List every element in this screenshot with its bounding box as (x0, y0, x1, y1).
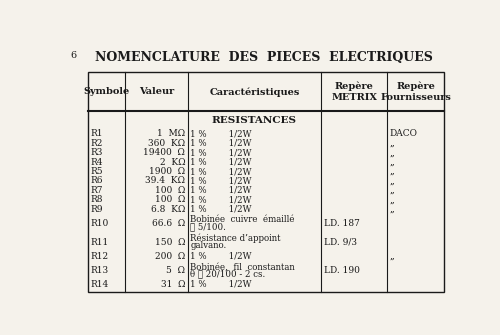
Text: 19400  Ω: 19400 Ω (144, 148, 185, 157)
Text: 5  Ω: 5 Ω (166, 266, 185, 275)
Text: „: „ (390, 148, 394, 157)
Text: 1 %        1/2W: 1 % 1/2W (190, 139, 252, 148)
Text: R10: R10 (91, 219, 109, 228)
Text: R4: R4 (91, 158, 104, 166)
Text: NOMENCLATURE  DES  PIECES  ELECTRIQUES: NOMENCLATURE DES PIECES ELECTRIQUES (95, 51, 433, 64)
Text: Symbole: Symbole (84, 87, 130, 96)
Text: „: „ (390, 177, 394, 186)
Text: 100  Ω: 100 Ω (155, 186, 185, 195)
Text: 66.6  Ω: 66.6 Ω (152, 219, 185, 228)
Text: 2  KΩ: 2 KΩ (160, 158, 185, 166)
Text: LD. 9/3: LD. 9/3 (324, 238, 356, 247)
Text: 1 %        1/2W: 1 % 1/2W (190, 280, 252, 289)
Text: R2: R2 (91, 139, 103, 148)
Text: „: „ (390, 195, 394, 204)
Text: R7: R7 (91, 186, 104, 195)
Text: „: „ (390, 252, 394, 261)
Text: Résistance d’appoint: Résistance d’appoint (190, 234, 280, 243)
Text: DACO: DACO (390, 129, 417, 138)
Text: „: „ (390, 167, 394, 176)
Text: 1 %        1/2W: 1 % 1/2W (190, 205, 252, 214)
Text: 1 %        1/2W: 1 % 1/2W (190, 177, 252, 186)
Text: LD. 187: LD. 187 (324, 219, 360, 228)
Bar (88, 72, 444, 292)
Text: R1: R1 (91, 129, 104, 138)
Text: „: „ (390, 139, 394, 148)
Text: R3: R3 (91, 148, 103, 157)
Text: Bobinée,  fil  constantan: Bobinée, fil constantan (190, 262, 295, 271)
Text: R13: R13 (91, 266, 109, 275)
Text: R12: R12 (91, 252, 109, 261)
Text: „: „ (390, 158, 394, 166)
Text: 6: 6 (70, 51, 76, 60)
Text: galvano.: galvano. (190, 241, 226, 250)
Text: R11: R11 (91, 238, 109, 247)
Text: Valeur: Valeur (138, 87, 174, 96)
Text: „: „ (390, 186, 394, 195)
Text: R8: R8 (91, 195, 104, 204)
Text: 1900  Ω: 1900 Ω (149, 167, 185, 176)
Text: RESISTANCES: RESISTANCES (212, 116, 297, 125)
Text: 200  Ω: 200 Ω (155, 252, 185, 261)
Text: ∅ 5/100.: ∅ 5/100. (190, 222, 226, 231)
Text: 100  Ω: 100 Ω (155, 195, 185, 204)
Text: 1 %        1/2W: 1 % 1/2W (190, 167, 252, 176)
Text: 1  MΩ: 1 MΩ (157, 129, 185, 138)
Text: 39.4  KΩ: 39.4 KΩ (145, 177, 185, 186)
Text: Repère
METRIX: Repère METRIX (331, 81, 377, 103)
Text: 31  Ω: 31 Ω (160, 280, 185, 289)
Text: 1 %        1/2W: 1 % 1/2W (190, 252, 252, 261)
Text: Bobinée  cuivre  émaillé: Bobinée cuivre émaillé (190, 215, 294, 224)
Text: LD. 190: LD. 190 (324, 266, 360, 275)
Text: Caractéristiques: Caractéristiques (209, 87, 300, 96)
Text: 1 %        1/2W: 1 % 1/2W (190, 129, 252, 138)
Text: Repère
Fournisseurs: Repère Fournisseurs (380, 81, 451, 103)
Text: R5: R5 (91, 167, 104, 176)
Text: 360  KΩ: 360 KΩ (148, 139, 185, 148)
Text: 1 %        1/2W: 1 % 1/2W (190, 195, 252, 204)
Text: 1 %        1/2W: 1 % 1/2W (190, 186, 252, 195)
Text: R9: R9 (91, 205, 104, 214)
Text: 6.8  KΩ: 6.8 KΩ (151, 205, 185, 214)
Text: 1 %        1/2W: 1 % 1/2W (190, 148, 252, 157)
Text: 1 %        1/2W: 1 % 1/2W (190, 158, 252, 166)
Text: θ ∅ 20/100 - 2 cs.: θ ∅ 20/100 - 2 cs. (190, 269, 266, 278)
Text: 150  Ω: 150 Ω (154, 238, 185, 247)
Text: R6: R6 (91, 177, 104, 186)
Text: R14: R14 (91, 280, 109, 289)
Text: „: „ (390, 205, 394, 214)
